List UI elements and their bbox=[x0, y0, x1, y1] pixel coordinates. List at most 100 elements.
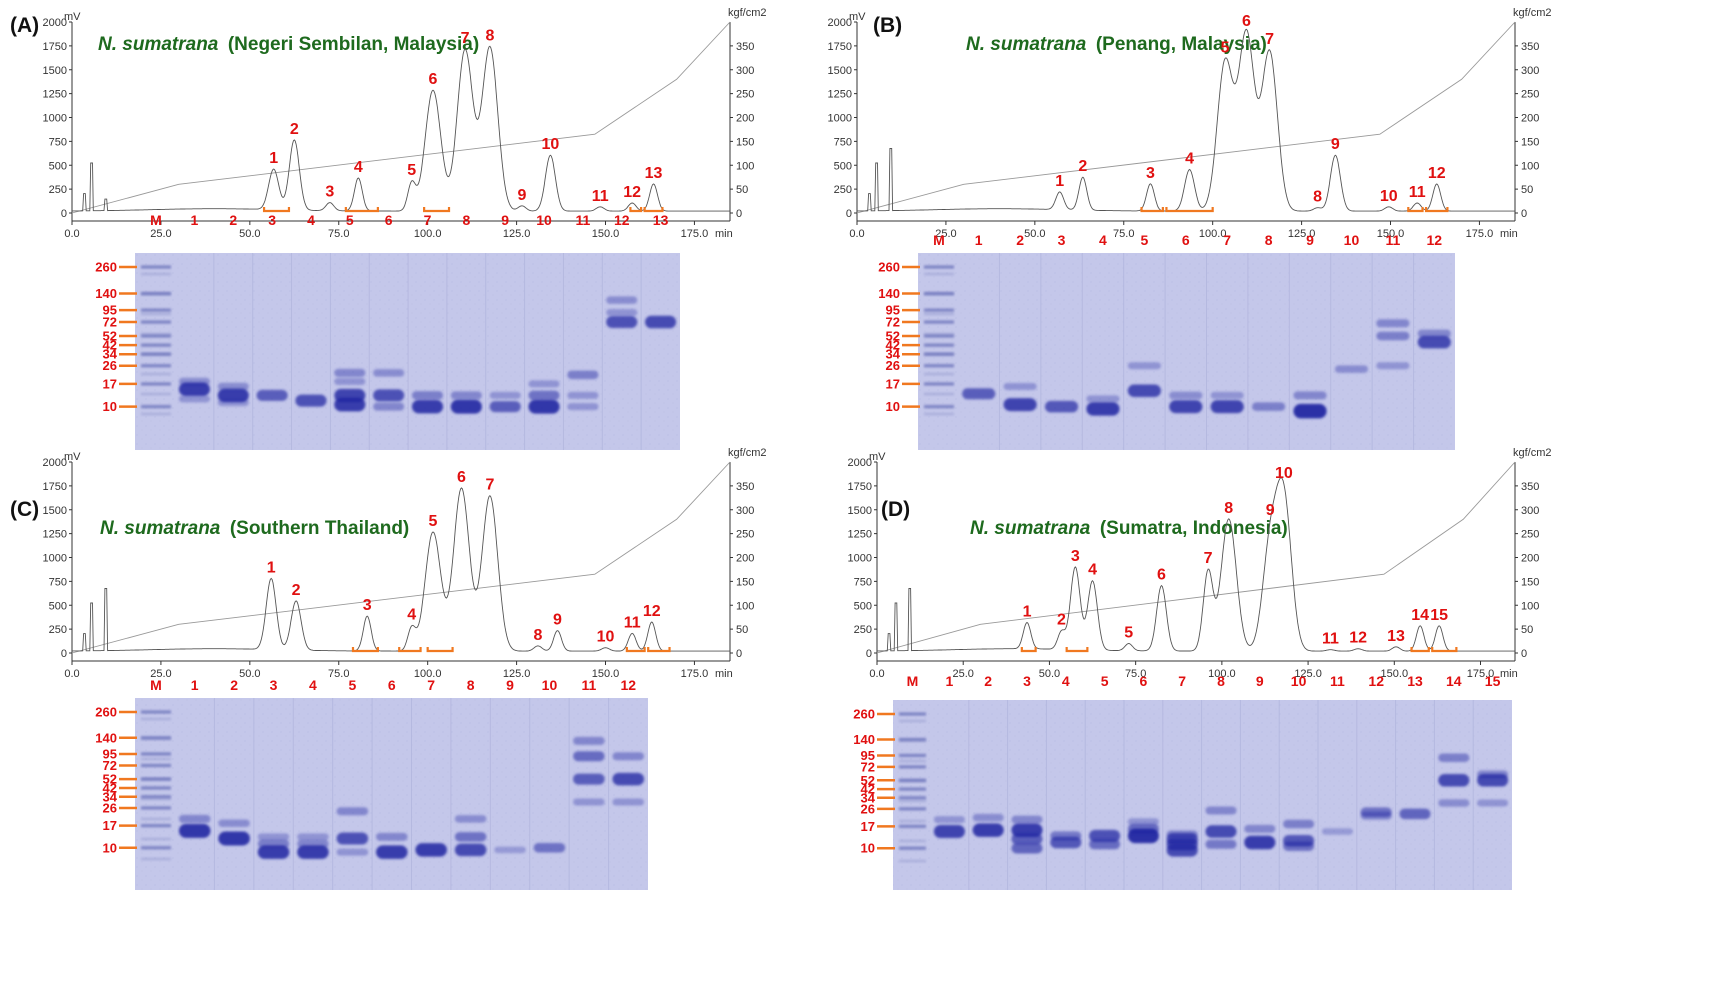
x-tick-label: 0.0 bbox=[869, 668, 884, 680]
protein-band bbox=[297, 845, 329, 859]
protein-band bbox=[1417, 335, 1451, 349]
x-tick-label: 75.0 bbox=[1125, 668, 1146, 680]
y2-tick-label: 50 bbox=[1521, 624, 1533, 636]
lane-label: 12 bbox=[1368, 673, 1384, 689]
protein-band bbox=[567, 370, 599, 380]
panel-b-chromatogram: 0250500750100012501500175020000501001502… bbox=[828, 7, 1552, 240]
x-tick-label: 125.0 bbox=[503, 668, 531, 680]
peak-label: 2 bbox=[290, 121, 299, 138]
x-tick-label: 175.0 bbox=[1466, 228, 1494, 240]
peak-label: 11 bbox=[1409, 184, 1426, 201]
peak-label: 1 bbox=[1055, 173, 1064, 190]
mw-label: 140 bbox=[853, 732, 875, 747]
protein-band bbox=[567, 403, 599, 411]
lane-label: 1 bbox=[191, 677, 199, 693]
protein-band bbox=[1477, 799, 1509, 807]
y-tick-label: 1250 bbox=[43, 529, 67, 541]
protein-band bbox=[336, 807, 369, 816]
marker-band bbox=[141, 353, 171, 355]
x-tick-label: 75.0 bbox=[328, 228, 349, 240]
protein-band bbox=[1050, 831, 1082, 841]
mw-label: 10 bbox=[861, 841, 875, 856]
x-tick-label: 25.0 bbox=[150, 228, 171, 240]
panel-d-title: N. sumatrana (Sumatra, Indonesia) bbox=[970, 518, 1288, 539]
protein-band bbox=[1283, 819, 1315, 829]
y-tick-label: 0 bbox=[866, 648, 872, 660]
lane-label: 6 bbox=[1140, 673, 1148, 689]
fraction-bracket bbox=[647, 647, 671, 653]
panel-b-title: N. sumatrana (Penang, Malaysia) bbox=[966, 34, 1267, 55]
peak-label: 2 bbox=[1078, 158, 1087, 175]
x-tick-label: 25.0 bbox=[953, 668, 974, 680]
protein-band bbox=[645, 315, 677, 329]
marker-band bbox=[141, 846, 171, 850]
peak-label: 6 bbox=[429, 71, 438, 88]
mw-label: 260 bbox=[95, 260, 117, 275]
protein-band bbox=[1169, 400, 1203, 414]
lane-label: 5 bbox=[1140, 232, 1148, 248]
protein-band bbox=[218, 831, 250, 846]
mw-label: 10 bbox=[103, 840, 117, 855]
protein-band bbox=[528, 380, 560, 388]
mw-label: 42 bbox=[103, 338, 117, 353]
fraction-bracket bbox=[423, 207, 451, 213]
lane-label: 9 bbox=[1256, 673, 1264, 689]
protein-band bbox=[612, 752, 645, 761]
lane-label: 11 bbox=[1385, 232, 1400, 248]
panel-b-species: N. sumatrana bbox=[966, 34, 1087, 55]
marker-band bbox=[141, 738, 171, 740]
peak-label: 1 bbox=[1023, 603, 1032, 620]
protein-band bbox=[933, 816, 965, 824]
peak-label: 12 bbox=[1428, 165, 1446, 182]
pressure-gradient-line bbox=[856, 21, 1516, 214]
y-tick-label: 1000 bbox=[848, 553, 872, 565]
marker-band bbox=[899, 740, 926, 742]
panel-d-location: (Sumatra, Indonesia) bbox=[1100, 518, 1288, 539]
marker-band bbox=[924, 343, 954, 347]
protein-band bbox=[528, 399, 560, 414]
protein-band bbox=[1044, 400, 1079, 413]
x-tick-label: 100.0 bbox=[1199, 228, 1227, 240]
x-tick-label: 50.0 bbox=[239, 228, 260, 240]
protein-band bbox=[1205, 839, 1237, 849]
y2-tick-label: 350 bbox=[736, 41, 754, 53]
protein-band bbox=[573, 736, 605, 745]
lane-label: 8 bbox=[467, 677, 475, 693]
y2-tick-label: 0 bbox=[736, 648, 742, 660]
mw-label: 140 bbox=[95, 286, 117, 301]
protein-band bbox=[334, 377, 366, 385]
mw-label: 17 bbox=[103, 818, 117, 833]
y2-tick-label: 250 bbox=[1521, 89, 1539, 101]
marker-band bbox=[899, 720, 926, 722]
mw-label: 17 bbox=[861, 819, 875, 834]
gel-texture bbox=[918, 253, 1455, 450]
lane-label: 9 bbox=[1306, 232, 1314, 248]
y-tick-label: 250 bbox=[49, 624, 67, 636]
protein-band bbox=[334, 368, 366, 377]
panel-c-chromatogram: 0250500750100012501500175020000501001502… bbox=[43, 447, 767, 680]
marker-band bbox=[141, 806, 171, 810]
marker-band bbox=[924, 333, 954, 335]
panel-d-chromatogram: 0250500750100012501500175020000501001502… bbox=[848, 447, 1552, 680]
peak-label: 11 bbox=[1322, 631, 1339, 648]
panel-a: (A) N. sumatrana (Negeri Sembilan, Malay… bbox=[10, 7, 767, 450]
x-tick-label: 100.0 bbox=[414, 228, 442, 240]
protein-band bbox=[411, 399, 444, 414]
mw-label: 52 bbox=[861, 773, 875, 788]
y2-tick-label: 300 bbox=[736, 65, 754, 77]
x-tick-label: 0.0 bbox=[849, 228, 864, 240]
fraction-bracket bbox=[625, 647, 646, 653]
fraction-bracket bbox=[1020, 647, 1037, 653]
marker-band bbox=[899, 846, 926, 850]
fraction-bracket bbox=[351, 647, 379, 653]
protein-band bbox=[528, 390, 560, 401]
protein-band bbox=[1438, 753, 1470, 762]
y2-tick-label: 250 bbox=[1521, 529, 1539, 541]
protein-band bbox=[933, 824, 965, 838]
peak-label: 5 bbox=[1124, 625, 1133, 642]
protein-band bbox=[218, 819, 250, 828]
y-axis-unit-label: mV bbox=[869, 451, 886, 463]
peak-label: 2 bbox=[292, 582, 301, 599]
